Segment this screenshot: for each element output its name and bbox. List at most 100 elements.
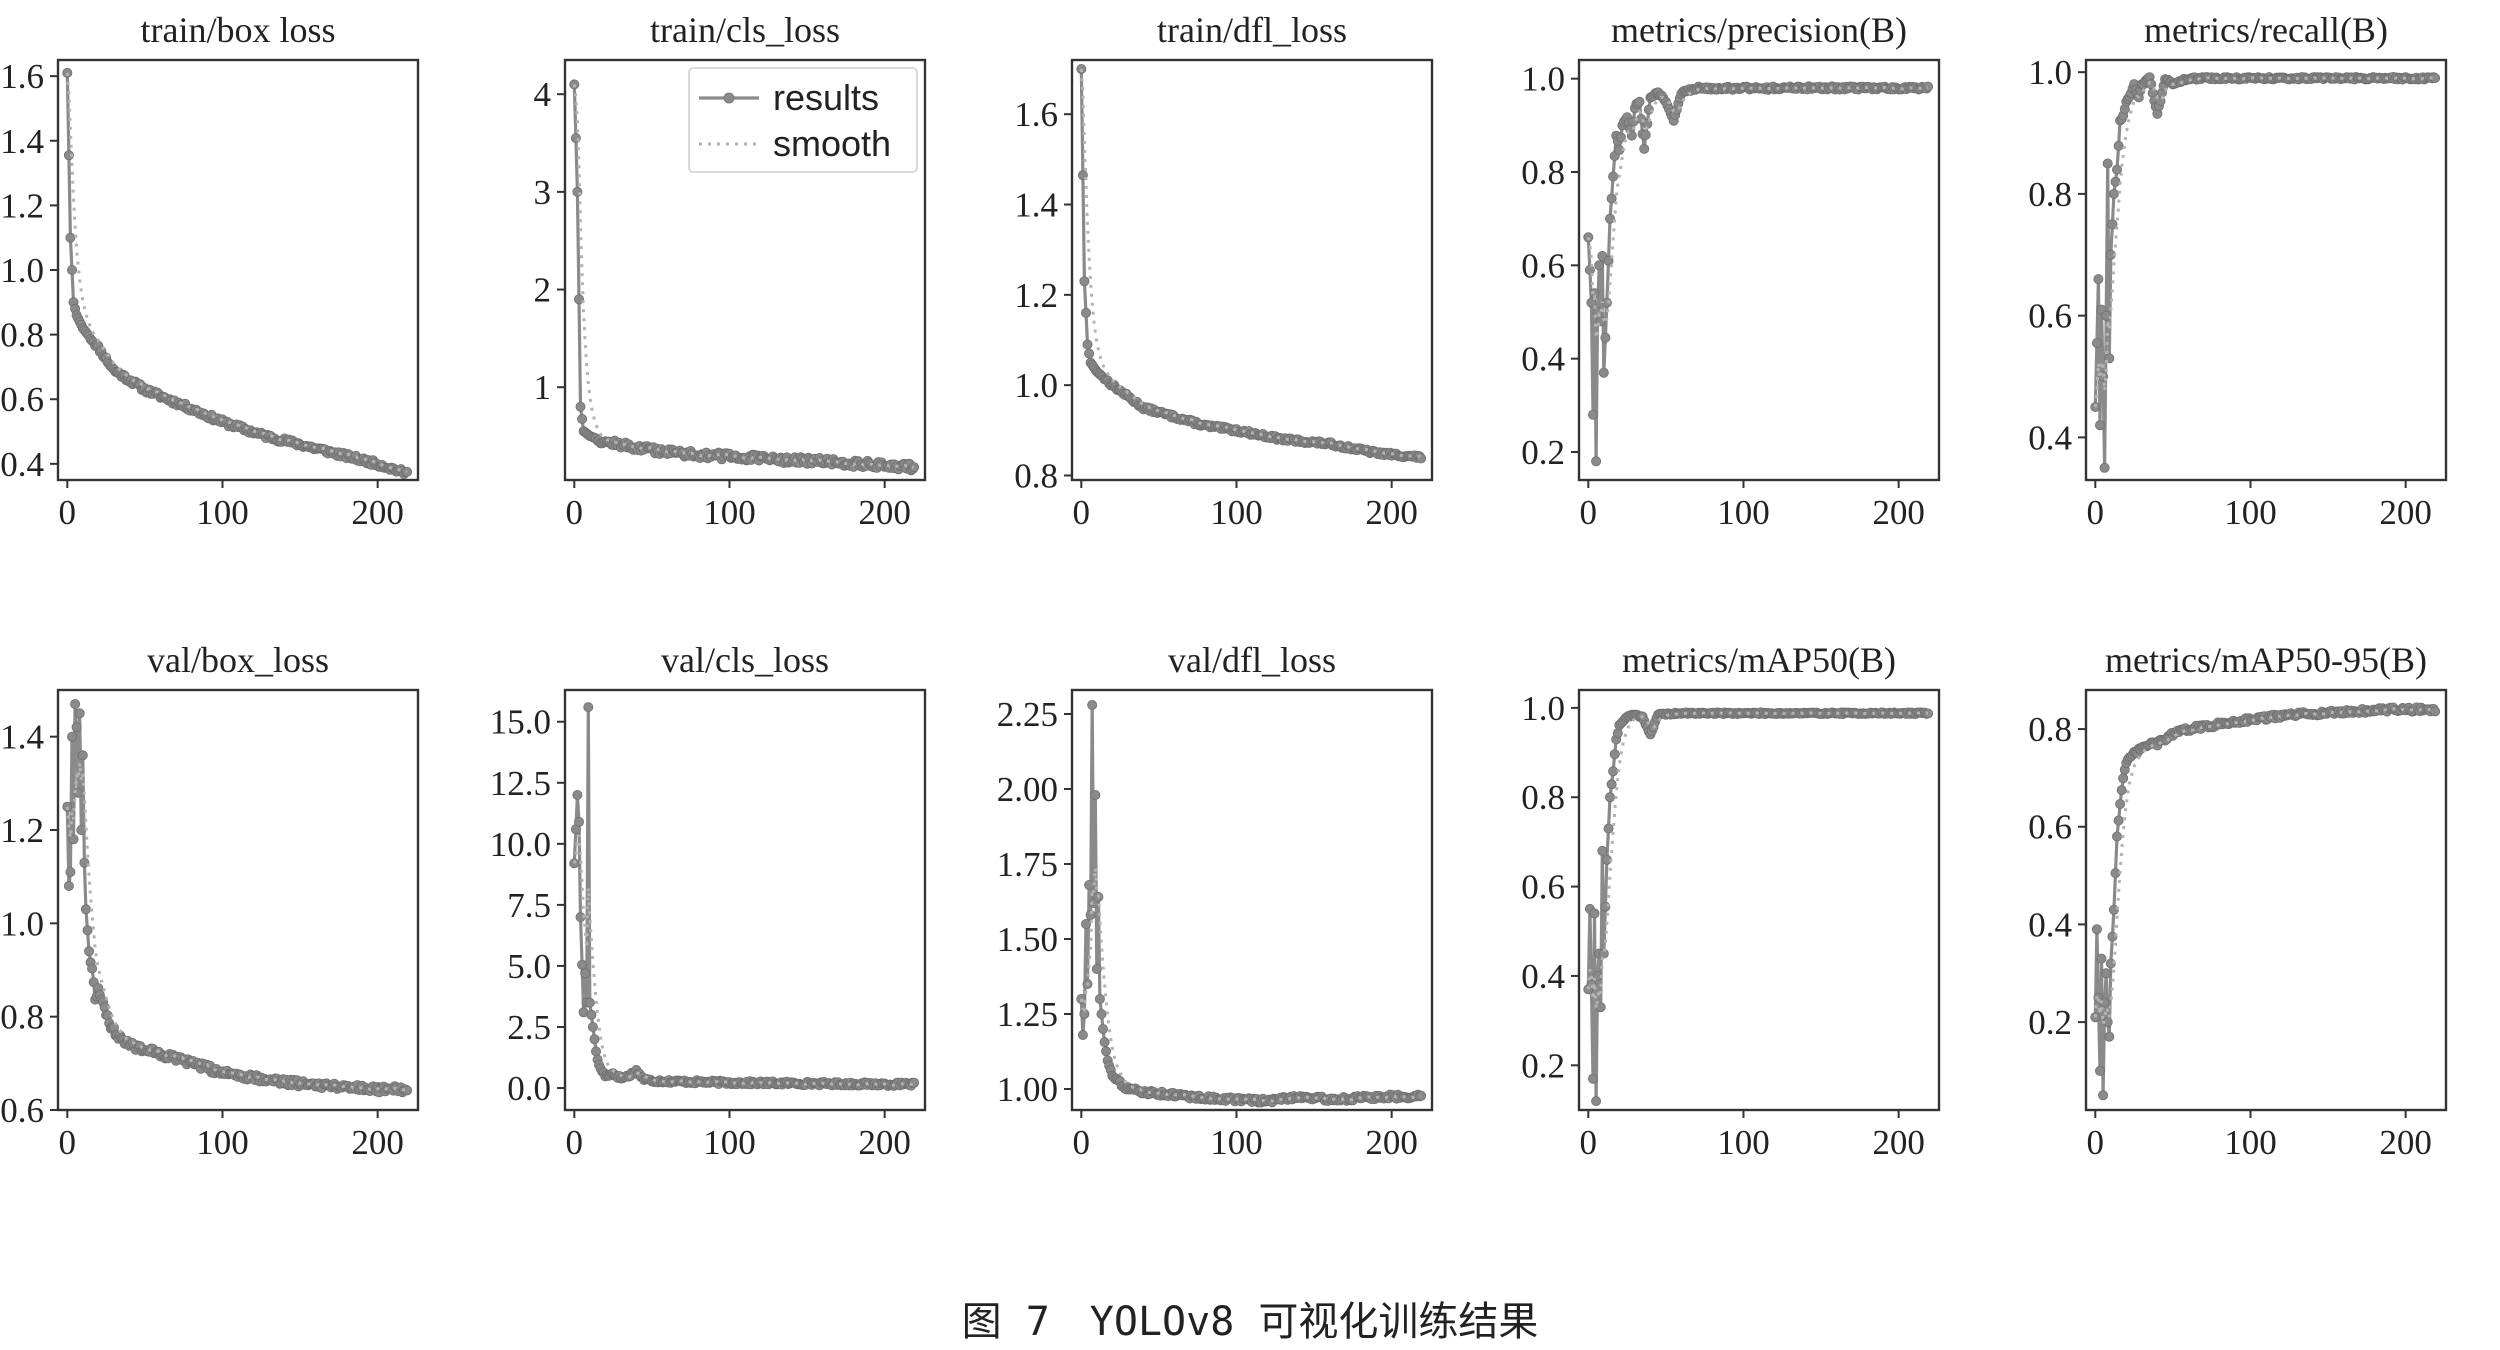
y-tick-label: 1.50 bbox=[997, 920, 1058, 959]
data-point bbox=[1084, 348, 1095, 359]
data-point bbox=[1077, 1030, 1088, 1041]
data-point bbox=[1609, 749, 1620, 760]
y-tick-label: 12.5 bbox=[490, 764, 551, 803]
data-point bbox=[65, 232, 76, 243]
y-tick-label: 0.2 bbox=[2028, 1003, 2072, 1042]
x-tick-label: 200 bbox=[2379, 493, 2432, 532]
data-point bbox=[1087, 700, 1098, 711]
x-tick-label: 200 bbox=[858, 1123, 911, 1162]
data-point bbox=[1090, 790, 1101, 801]
y-tick-label: 1.0 bbox=[1521, 60, 1565, 99]
chart-panel: metrics/mAP50-95(B) 0.8 0.6 0.4 0.2 0 100 200 bbox=[2028, 640, 2448, 1162]
data-point bbox=[2110, 176, 2121, 187]
data-point bbox=[1588, 409, 1599, 420]
legend-smooth-label: smooth bbox=[773, 123, 891, 164]
data-point bbox=[1608, 171, 1619, 182]
axes-frame bbox=[56, 58, 420, 482]
data-point bbox=[2090, 1012, 2101, 1023]
data-point bbox=[402, 466, 413, 477]
y-tick-label: 1.2 bbox=[0, 186, 44, 225]
data-point bbox=[1081, 919, 1092, 930]
y-tick-label: 0.4 bbox=[2028, 905, 2072, 944]
data-point bbox=[2101, 968, 2112, 979]
panel-title: val/box_loss bbox=[147, 640, 329, 680]
data-point bbox=[74, 708, 85, 719]
data-point bbox=[2111, 831, 2122, 842]
data-point bbox=[1096, 1009, 1107, 1020]
x-tick-label: 0 bbox=[566, 493, 584, 532]
chart-panel: metrics/mAP50(B) 1.0 0.8 0.6 0.4 0.2 0 100 200 bbox=[1521, 640, 1941, 1162]
data-point bbox=[1606, 779, 1617, 790]
data-point bbox=[586, 1009, 597, 1020]
data-point bbox=[1603, 255, 1614, 266]
data-point bbox=[2111, 164, 2122, 175]
y-tick-label: 0.0 bbox=[507, 1069, 551, 1108]
data-point bbox=[574, 294, 585, 305]
axes-frame bbox=[56, 688, 420, 1112]
legend: results smooth bbox=[688, 67, 918, 173]
data-point bbox=[1615, 132, 1626, 143]
smooth-line bbox=[65, 72, 408, 473]
data-point bbox=[65, 867, 76, 878]
y-tick-label: 1.25 bbox=[997, 995, 1058, 1034]
data-point bbox=[71, 722, 82, 733]
data-point bbox=[2098, 1090, 2109, 1101]
data-point bbox=[67, 264, 78, 275]
axes-frame bbox=[2084, 58, 2448, 482]
x-tick-label: 100 bbox=[1717, 1123, 1770, 1162]
chart-panel: metrics/recall(B) 1.0 0.8 0.6 0.4 0 100 200 bbox=[2028, 10, 2448, 532]
data-point bbox=[87, 963, 98, 974]
data-point bbox=[584, 997, 595, 1008]
panel-title: metrics/mAP50(B) bbox=[1622, 640, 1896, 680]
data-point bbox=[63, 881, 74, 892]
chart-panel: train/cls_loss 4 3 2 1 0 100 200 results smooth bbox=[534, 10, 927, 532]
x-tick-label: 200 bbox=[858, 493, 911, 532]
data-point bbox=[82, 925, 93, 936]
y-tick-label: 0.8 bbox=[0, 998, 44, 1037]
y-tick-label: 1.00 bbox=[997, 1070, 1058, 1109]
data-point bbox=[2101, 310, 2112, 321]
data-point bbox=[77, 750, 88, 761]
data-point bbox=[63, 150, 74, 161]
data-point bbox=[70, 699, 81, 710]
data-point bbox=[1639, 143, 1650, 154]
data-point bbox=[1597, 845, 1608, 856]
chart-panel: val/box_loss 1.4 1.2 1.0 0.8 0.6 0 100 200 bbox=[0, 640, 420, 1162]
y-tick-label: 0.6 bbox=[1521, 246, 1565, 285]
data-point bbox=[2118, 773, 2129, 784]
data-point bbox=[580, 968, 591, 979]
legend-box bbox=[688, 67, 918, 173]
y-tick-label: 0.6 bbox=[2028, 297, 2072, 336]
y-tick-label: 1.0 bbox=[1521, 689, 1565, 728]
x-tick-label: 100 bbox=[196, 1123, 249, 1162]
x-tick-label: 100 bbox=[1717, 493, 1770, 532]
data-point bbox=[1640, 129, 1651, 140]
data-point bbox=[2108, 904, 2119, 915]
data-point bbox=[575, 401, 586, 412]
data-point bbox=[2108, 188, 2119, 199]
data-point bbox=[1594, 260, 1605, 271]
data-point bbox=[1099, 1037, 1110, 1048]
y-tick-label: 0.8 bbox=[1014, 456, 1058, 495]
y-tick-label: 0.8 bbox=[1521, 153, 1565, 192]
data-point bbox=[2115, 799, 2126, 810]
y-tick-label: 0.4 bbox=[1521, 340, 1565, 379]
panel-title: train/dfl_loss bbox=[1157, 10, 1347, 50]
data-point bbox=[80, 904, 91, 915]
x-tick-label: 0 bbox=[59, 1123, 77, 1162]
data-point bbox=[1101, 1046, 1112, 1057]
y-tick-label: 0.6 bbox=[0, 1091, 44, 1130]
data-point bbox=[1634, 96, 1645, 107]
data-point bbox=[2116, 785, 2127, 796]
axes-frame bbox=[1577, 688, 1941, 1112]
data-point bbox=[1584, 264, 1595, 275]
y-tick-label: 0.8 bbox=[2028, 175, 2072, 214]
data-point bbox=[1605, 213, 1616, 224]
x-tick-label: 100 bbox=[2224, 1123, 2277, 1162]
chart-panel: val/cls_loss 15.0 12.5 10.0 7.5 5.0 2.5 0.0 0 100… bbox=[490, 640, 927, 1162]
y-tick-label: 2.25 bbox=[997, 695, 1058, 734]
smooth-line bbox=[1079, 68, 1422, 459]
x-tick-label: 100 bbox=[703, 493, 756, 532]
data-point bbox=[84, 946, 95, 957]
data-point bbox=[1583, 232, 1594, 243]
